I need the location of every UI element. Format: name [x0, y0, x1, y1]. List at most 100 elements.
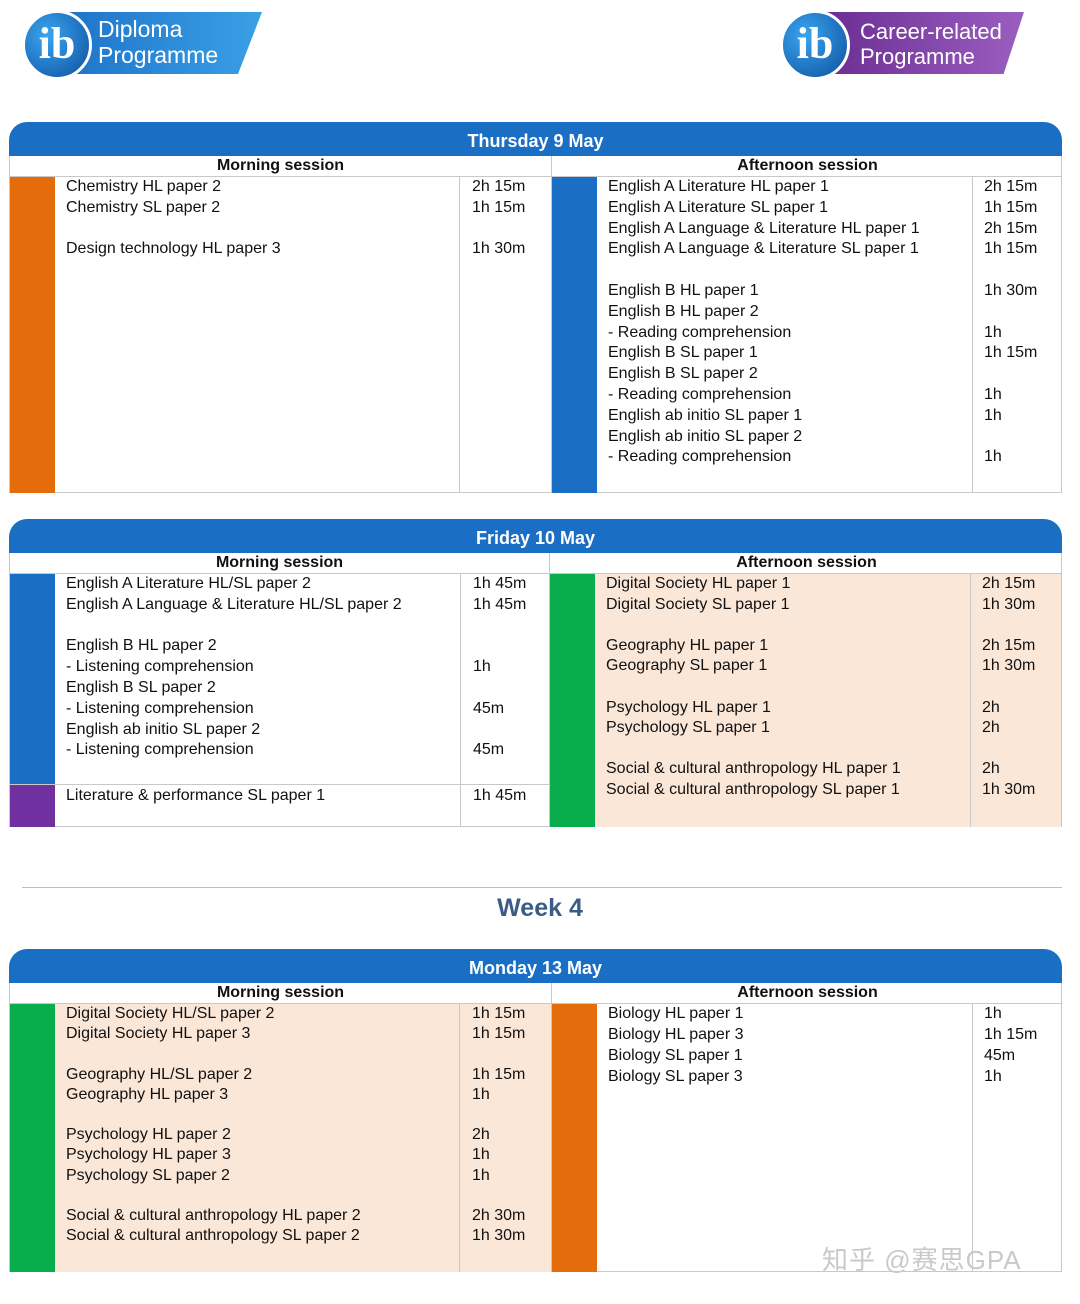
exam-duration: 2h — [982, 760, 1000, 778]
morning-subject-group: Digital Society HL/SL paper 2 Digital Soc… — [10, 1004, 551, 1272]
exam-paper-name: English B SL paper 1 — [608, 344, 758, 362]
exam-duration: 45m — [473, 699, 505, 717]
duration-column: 2h 15m 1h 15m 1h 30m — [460, 177, 552, 493]
day-table-friday: Friday 10 May Morning session Afternoon se… — [9, 519, 1062, 827]
day-header: Thursday 9 May — [9, 122, 1062, 156]
logo-line-1: Career-related — [860, 19, 1002, 44]
exam-paper-name: English B HL paper 1 — [608, 282, 759, 299]
exam-duration: 1h 30m — [982, 595, 1036, 613]
exam-duration: 1h 15m — [984, 240, 1038, 258]
schedule-body: Digital Society HL/SL paper 2 Digital Soc… — [9, 1004, 1062, 1272]
afternoon-subject-group: English A Literature HL paper 1 English A… — [552, 177, 1061, 493]
duration-column: 1h 45m — [461, 785, 550, 827]
morning-subject-group: Literature & performance SL paper 1 1h 45… — [10, 784, 549, 827]
exam-paper-name: Chemistry SL paper 2 — [66, 198, 221, 216]
duration-column: 2h 15m 1h 30m 2h 15m 1h 30m 2h 2h 2h 1h 30m — [971, 574, 1063, 827]
duration-column: 1h 1h 15m 45m 1h — [973, 1004, 1063, 1272]
exam-paper-name: Social & cultural anthropology SL paper … — [606, 781, 900, 798]
exam-paper-name: - Listening comprehension — [66, 658, 254, 676]
session-header-row: Morning session Afternoon session — [9, 983, 1062, 1004]
exam-paper-name: English B HL paper 2 — [66, 637, 217, 655]
exam-paper-name: English A Language & Literature HL paper… — [608, 219, 920, 237]
exam-duration: 2h 15m — [984, 178, 1038, 195]
exam-paper-name: Psychology SL paper 2 — [66, 1166, 230, 1184]
subject-color-bar — [10, 574, 55, 784]
session-header-row: Morning session Afternoon session — [9, 553, 1062, 574]
exam-paper-name: English ab initio SL paper 2 — [66, 720, 261, 738]
exam-duration: 1h 15m — [472, 1025, 526, 1043]
exam-paper-name: English A Literature SL paper 1 — [608, 198, 828, 216]
exam-paper-name: Social & cultural anthropology HL paper … — [606, 760, 901, 778]
exam-paper-name: Psychology HL paper 2 — [66, 1126, 231, 1144]
exam-duration: 1h 45m — [473, 595, 527, 613]
exam-paper-name: English A Language & Literature SL paper… — [608, 240, 919, 258]
exam-paper-name: Digital Society HL paper 1 — [606, 575, 791, 592]
afternoon-subject-group: Biology HL paper 1 Biology HL paper 3 Biol… — [552, 1004, 1061, 1272]
exam-duration: 1h 30m — [472, 240, 526, 258]
watermark: 知乎 @赛思GPA — [822, 1245, 1022, 1275]
exam-paper-name: English B SL paper 2 — [608, 365, 758, 383]
exam-duration: 2h 15m — [982, 636, 1036, 654]
exam-paper-name: Geography SL paper 1 — [606, 657, 768, 675]
morning-session-label: Morning session — [10, 156, 552, 176]
exam-duration: 1h 15m — [984, 1026, 1038, 1043]
session-divider — [551, 177, 552, 493]
exam-paper-name: English ab initio SL paper 1 — [608, 406, 803, 424]
exam-duration: 2h 15m — [984, 219, 1038, 237]
duration-column: 2h 15m 1h 15m 2h 15m 1h 15m 1h 30m 1h 1h 15m 1h… — [973, 177, 1063, 493]
exam-paper-name: English A Literature HL/SL paper 2 — [66, 575, 311, 592]
exam-paper-name: Psychology SL paper 1 — [606, 719, 770, 737]
career-related-programme-logo: ib Career-related Programme — [780, 10, 1024, 80]
exam-paper-name: Design technology HL paper 3 — [66, 240, 281, 258]
day-header: Friday 10 May — [9, 519, 1062, 553]
exam-paper-name: English A Language & Literature HL/SL pa… — [66, 595, 402, 613]
exam-duration: 1h 15m — [984, 198, 1038, 216]
exam-paper-name: Literature & performance SL paper 1 — [66, 787, 326, 804]
week-divider — [22, 887, 1062, 888]
exam-paper-name: - Listening comprehension — [66, 699, 254, 717]
exam-duration: 45m — [473, 741, 505, 759]
exam-paper-name: Social & cultural anthropology HL paper … — [66, 1207, 361, 1224]
ib-logo-mark-icon: ib — [780, 10, 850, 80]
subject-color-bar — [552, 177, 597, 493]
exam-duration: 1h 30m — [982, 657, 1036, 675]
morning-subject-group: Chemistry HL paper 2 Chemistry SL paper 2… — [10, 177, 551, 493]
afternoon-session-label: Afternoon session — [737, 157, 878, 174]
exam-paper-name: Geography HL paper 1 — [606, 636, 769, 654]
subject-name-column: Digital Society HL paper 1 Digital Societ… — [595, 574, 971, 827]
day-table-thursday: Thursday 9 May Morning session Afternoon s… — [9, 122, 1062, 493]
subject-name-column: Digital Society HL/SL paper 2 Digital Soc… — [55, 1004, 460, 1272]
exam-duration: 1h 45m — [473, 575, 527, 592]
logo-banner — [820, 12, 1024, 74]
exam-duration: 1h 15m — [472, 1005, 526, 1022]
exam-duration: 1h 15m — [472, 1065, 526, 1083]
subject-color-bar — [10, 177, 55, 493]
exam-duration: 2h — [472, 1126, 490, 1144]
day-table-monday: Monday 13 May Morning session Afternoon se… — [9, 949, 1062, 1272]
ib-logo-mark-icon: ib — [22, 10, 92, 80]
subject-color-bar — [552, 1004, 597, 1272]
exam-duration: 1h — [472, 1085, 490, 1103]
subject-color-bar — [10, 785, 55, 827]
exam-paper-name: Geography HL paper 3 — [66, 1085, 229, 1103]
exam-paper-name: - Reading comprehension — [608, 448, 792, 466]
exam-paper-name: Biology HL paper 1 — [608, 1005, 744, 1022]
exam-paper-name: Chemistry HL paper 2 — [66, 178, 222, 195]
logo-banner — [62, 12, 262, 74]
exam-paper-name: Psychology HL paper 3 — [66, 1146, 231, 1164]
exam-duration: 1h — [472, 1166, 490, 1184]
exam-duration: 1h 15m — [984, 344, 1038, 362]
exam-paper-name: Geography HL/SL paper 2 — [66, 1065, 253, 1083]
session-divider — [551, 1004, 552, 1272]
exam-paper-name: Social & cultural anthropology SL paper … — [66, 1227, 360, 1245]
afternoon-subject-group: Digital Society HL paper 1 Digital Societ… — [550, 574, 1061, 827]
exam-paper-name: Digital Society SL paper 1 — [606, 595, 790, 613]
diploma-programme-logo: ib Diploma Programme — [22, 10, 264, 80]
exam-paper-name: English B SL paper 2 — [66, 679, 216, 696]
exam-duration: 2h 15m — [472, 178, 526, 195]
exam-duration: 1h — [472, 1146, 490, 1164]
exam-paper-name: English ab initio SL paper 2 — [608, 427, 803, 445]
exam-duration: 1h 15m — [472, 198, 526, 216]
exam-duration: 1h — [473, 658, 491, 676]
exam-paper-name: Digital Society HL paper 3 — [66, 1025, 251, 1043]
